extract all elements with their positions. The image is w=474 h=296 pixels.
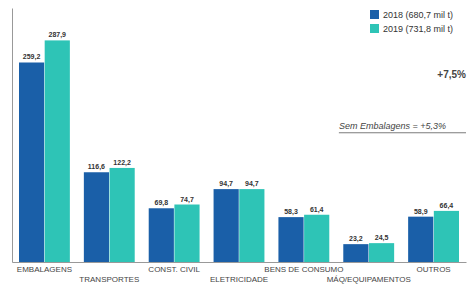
x-tick: MÁQ/EQUIPAMENTOS [327, 275, 411, 284]
x-tick: TRANSPORTES [79, 275, 139, 284]
bar [214, 189, 239, 262]
data-label: 23,2 [349, 235, 363, 243]
bar [239, 189, 264, 262]
data-label: 122,2 [113, 159, 131, 167]
legend: 2018 (680,7 mil t) 2019 (731,8 mil t) [370, 10, 453, 34]
legend-label: 2019 (731,8 mil t) [383, 24, 453, 34]
bar [343, 244, 368, 262]
annotation: Sem Embalagens = +5,3% [339, 121, 446, 131]
x-tick: ELETRICIDADE [210, 275, 268, 284]
x-tick-label: BENS DE CONSUMO [264, 265, 343, 274]
x-tick-label: TRANSPORTES [79, 275, 139, 284]
legend-swatch [370, 10, 379, 19]
data-label: 61,4 [310, 206, 324, 214]
bars [19, 40, 459, 262]
x-axis-line [13, 262, 467, 263]
annotation: +7,5% [437, 69, 466, 80]
data-label: 24,5 [375, 234, 389, 242]
data-label: 69,8 [154, 199, 168, 207]
x-tick: OUTROS [416, 265, 450, 274]
x-tick-label: EMBALAGENS [17, 265, 72, 274]
x-tick-label: OUTROS [416, 265, 450, 274]
x-tick: BENS DE CONSUMO [264, 265, 343, 274]
bar [45, 40, 70, 262]
x-tick: EMBALAGENS [17, 265, 72, 274]
data-label: 58,3 [284, 208, 298, 216]
legend-label: 2018 (680,7 mil t) [383, 10, 453, 20]
x-tick-label: ELETRICIDADE [210, 275, 268, 284]
data-label: 66,4 [440, 202, 454, 210]
bar [19, 62, 44, 262]
legend-swatch [370, 24, 379, 33]
data-label: 94,7 [245, 180, 259, 188]
y-axis-line [12, 9, 13, 263]
bar [84, 172, 109, 262]
x-tick: CONST. CIVIL [148, 265, 200, 274]
y-axis [12, 9, 13, 263]
legend-item: 2018 (680,7 mil t) [370, 10, 453, 20]
data-label: 259,2 [23, 53, 41, 61]
bar [408, 217, 433, 262]
bar [174, 205, 199, 262]
bar [110, 168, 135, 262]
x-tick-label: CONST. CIVIL [148, 265, 200, 274]
data-label: 58,9 [414, 208, 428, 216]
x-tick-label: MÁQ/EQUIPAMENTOS [327, 275, 411, 284]
bar [304, 215, 329, 262]
chart: EMBALAGENS TRANSPORTES CONST. CIVIL ELETRIC… [0, 0, 474, 296]
data-label: 74,7 [180, 196, 194, 204]
annotation-underline [339, 132, 466, 133]
bar [369, 243, 394, 262]
x-axis: EMBALAGENS TRANSPORTES CONST. CIVIL ELETRIC… [13, 263, 467, 284]
data-label: 94,7 [219, 180, 233, 188]
bar [434, 211, 459, 262]
bar [278, 217, 303, 262]
data-labels: 259,2 116,6 69,8 94,7 58,3 23,2 58,9 287,9 122,2… [23, 31, 454, 243]
data-label: 287,9 [49, 31, 67, 39]
plot: EMBALAGENS TRANSPORTES CONST. CIVIL ELETRIC… [13, 9, 467, 284]
bar [149, 208, 174, 262]
data-label: 116,6 [88, 163, 105, 171]
legend-item: 2019 (731,8 mil t) [370, 24, 453, 34]
